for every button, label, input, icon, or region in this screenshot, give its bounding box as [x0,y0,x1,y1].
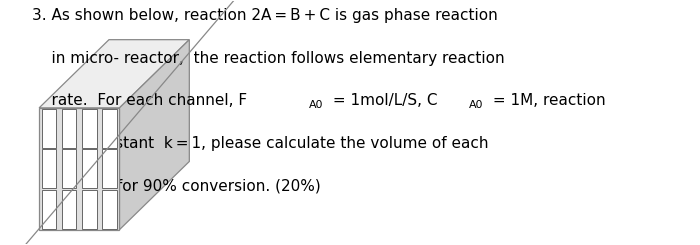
Polygon shape [82,149,97,188]
Polygon shape [120,40,189,230]
Text: A0: A0 [309,100,323,110]
Polygon shape [102,149,117,188]
Polygon shape [62,190,76,229]
Text: channel for 90% conversion. (20%): channel for 90% conversion. (20%) [32,179,321,194]
Polygon shape [102,109,117,147]
Polygon shape [102,190,117,229]
Text: rate constant  k = 1, please calculate the volume of each: rate constant k = 1, please calculate th… [32,136,489,151]
Polygon shape [42,109,57,147]
Text: rate.  For each channel, F: rate. For each channel, F [32,93,247,108]
Text: A0: A0 [469,100,483,110]
Polygon shape [82,190,97,229]
Polygon shape [62,109,76,147]
Polygon shape [82,109,97,147]
Polygon shape [39,40,189,108]
Text: 3. As shown below, reaction 2A = B + C is gas phase reaction: 3. As shown below, reaction 2A = B + C i… [32,8,498,23]
Text: in micro- reactor,  the reaction follows elementary reaction: in micro- reactor, the reaction follows … [32,51,505,66]
Polygon shape [62,149,76,188]
Polygon shape [39,108,120,230]
Polygon shape [42,149,57,188]
Text: = 1M, reaction: = 1M, reaction [487,93,605,108]
Text: = 1mol/L/S, C: = 1mol/L/S, C [328,93,438,108]
Polygon shape [42,190,57,229]
